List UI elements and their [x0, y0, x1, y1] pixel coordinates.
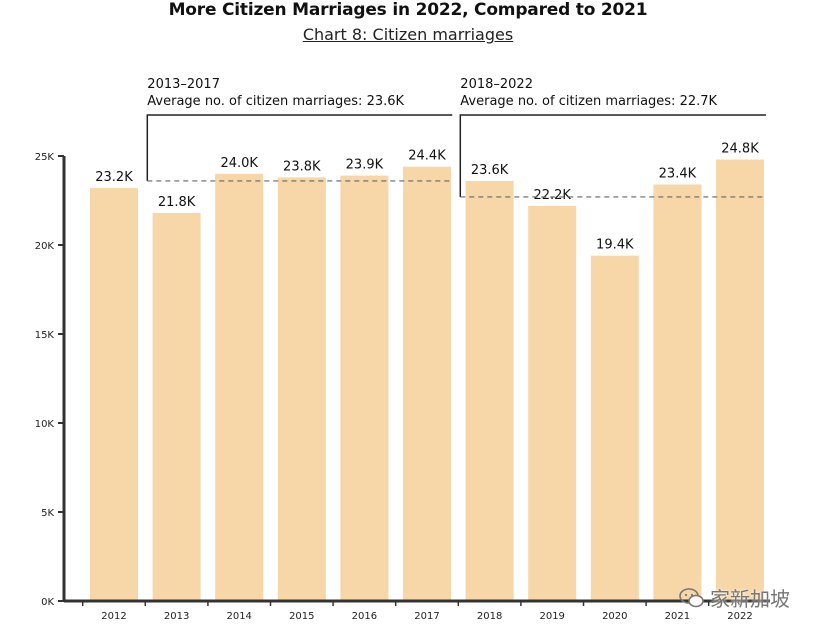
data-label-2022: 24.8K	[721, 142, 759, 157]
y-tick-label-5K: 5K	[41, 508, 54, 519]
data-label-2013: 21.8K	[158, 195, 196, 210]
bar-2013	[152, 212, 201, 601]
x-tick-label-2013: 2013	[164, 611, 189, 622]
data-label-2012: 23.2K	[95, 170, 133, 185]
y-tick-label-15K: 15K	[35, 330, 55, 341]
bar-2022	[716, 159, 764, 601]
data-label-2018: 23.6K	[471, 163, 509, 178]
x-tick-label-2016: 2016	[352, 611, 377, 622]
x-tick-label-2015: 2015	[289, 611, 314, 622]
bar-2020	[590, 255, 639, 601]
y-tick-label-10K: 10K	[35, 419, 55, 430]
average-period-label: 2013–2017	[147, 77, 220, 92]
average-bracket-2018–2022	[459, 114, 766, 197]
bar-2015	[277, 177, 326, 602]
data-label-2019: 22.2K	[533, 188, 571, 203]
average-bracket-2013–2017	[146, 114, 453, 181]
chart-subtitle: Chart 8: Citizen marriages	[302, 25, 514, 44]
chart-title: More Citizen Marriages in 2022, Compared…	[168, 0, 648, 20]
y-tick-label-0K: 0K	[41, 597, 54, 608]
bar-2018	[465, 180, 514, 602]
bar-2019	[528, 205, 577, 601]
average-period-label: 2018–2022	[460, 77, 533, 92]
bar-2014	[215, 173, 264, 602]
data-label-2014: 24.0K	[220, 156, 258, 171]
watermark: 家新加坡	[679, 583, 790, 612]
x-tick-label-2020: 2020	[602, 611, 627, 622]
watermark-text: 家新加坡	[710, 587, 790, 611]
bar-2021	[653, 184, 702, 602]
bar-2016	[340, 175, 389, 601]
x-tick-label-2014: 2014	[226, 611, 251, 622]
x-tick-label-2012: 2012	[101, 611, 126, 622]
data-label-2015: 23.8K	[283, 159, 321, 174]
y-tick-label-20K: 20K	[35, 241, 55, 252]
bar-2012	[90, 188, 138, 602]
x-tick-label-2019: 2019	[539, 611, 564, 622]
y-tick-label-25K: 25K	[35, 152, 55, 163]
x-tick-label-2022: 2022	[727, 611, 752, 622]
x-tick-label-2017: 2017	[414, 611, 439, 622]
data-label-2020: 19.4K	[596, 238, 634, 253]
data-label-2016: 23.9K	[346, 158, 384, 173]
wechat-icon	[679, 587, 704, 607]
x-tick-label-2021: 2021	[665, 611, 690, 622]
data-label-2017: 24.4K	[408, 149, 446, 164]
data-label-2021: 23.4K	[659, 166, 697, 181]
bar-2017	[403, 166, 451, 601]
x-tick-label-2018: 2018	[477, 611, 502, 622]
average-text-label: Average no. of citizen marriages: 22.7K	[460, 94, 717, 109]
average-text-label: Average no. of citizen marriages: 23.6K	[147, 94, 404, 109]
